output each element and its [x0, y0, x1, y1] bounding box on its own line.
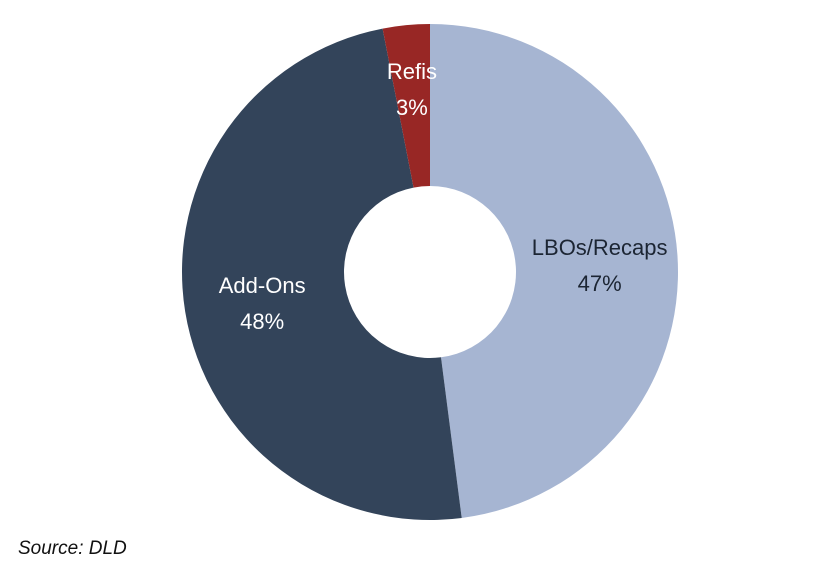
source-note: Source: DLD [18, 538, 127, 559]
slice-value-refis: 3% [396, 95, 428, 120]
slice-label-lbos-recaps: LBOs/Recaps [532, 235, 668, 260]
slice-refis [382, 24, 430, 188]
slice-label-refis: Refis [387, 59, 437, 84]
slice-add-ons [182, 28, 462, 520]
slice-value-add-ons: 48% [240, 309, 284, 334]
slice-value-lbos-recaps: 47% [578, 271, 622, 296]
slice-label-add-ons: Add-Ons [219, 273, 306, 298]
labels-layer: LBOs/Recaps 47% Add-Ons 48% Refis 3% [219, 59, 668, 334]
slice-lbos-recaps [430, 24, 678, 518]
slices-layer [182, 24, 678, 520]
